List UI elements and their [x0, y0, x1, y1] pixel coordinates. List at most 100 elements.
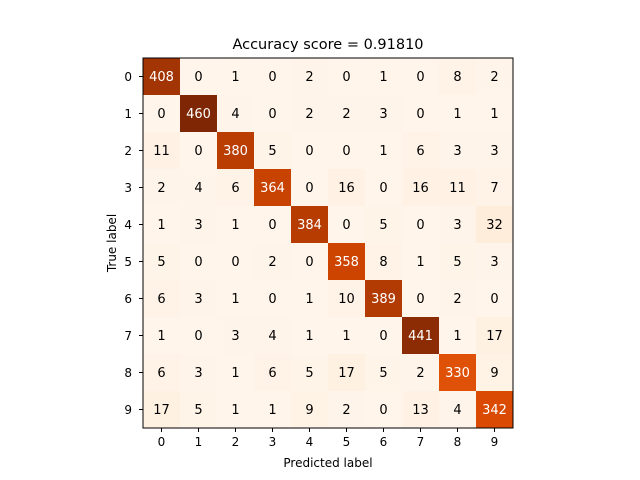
heatmap-cell-2-6: [365, 132, 403, 170]
cell-value-label-4-4: 384: [297, 218, 322, 233]
heatmap-cell-4-0: [143, 206, 181, 244]
y-tick-label-9: 9: [124, 403, 132, 417]
cell-value-label-4-3: 0: [268, 218, 276, 233]
heatmap-cell-7-6: [365, 317, 403, 355]
heatmap-cell-8-1: [180, 354, 218, 392]
cell-value-label-1-9: 1: [490, 107, 498, 122]
cell-value-label-9-9: 342: [482, 403, 507, 418]
cell-value-label-5-8: 5: [453, 255, 461, 270]
cell-value-label-4-1: 3: [194, 218, 202, 233]
heatmap-cell-3-7: [402, 169, 440, 207]
cell-value-label-6-9: 0: [490, 292, 498, 307]
cell-value-label-2-6: 1: [379, 144, 387, 159]
heatmap-cell-0-0: [143, 58, 181, 96]
cell-value-label-2-3: 5: [268, 144, 276, 159]
cell-value-label-8-8: 330: [445, 366, 470, 381]
heatmap-cell-6-8: [439, 280, 477, 318]
heatmap-cell-9-4: [291, 391, 329, 429]
x-tick-label-6: 6: [380, 435, 388, 449]
heatmap-cell-1-9: [476, 95, 514, 133]
heatmap-cell-0-2: [217, 58, 255, 96]
cell-value-label-2-4: 0: [305, 144, 313, 159]
heatmap-cell-5-0: [143, 243, 181, 281]
heatmap-cell-1-5: [328, 95, 366, 133]
heatmap-cell-7-8: [439, 317, 477, 355]
cell-value-label-3-2: 6: [231, 181, 239, 196]
x-tick-label-7: 7: [417, 435, 425, 449]
cell-value-label-1-7: 0: [416, 107, 424, 122]
cell-value-label-7-5: 1: [342, 329, 350, 344]
cell-value-label-1-0: 0: [157, 107, 165, 122]
cell-value-label-9-1: 5: [194, 403, 202, 418]
heatmap-cell-3-2: [217, 169, 255, 207]
heatmap-cell-1-4: [291, 95, 329, 133]
cell-value-label-2-8: 3: [453, 144, 461, 159]
cell-value-label-6-1: 3: [194, 292, 202, 307]
cell-value-label-6-2: 1: [231, 292, 239, 307]
heatmap-cell-8-3: [254, 354, 292, 392]
heatmap-cell-3-6: [365, 169, 403, 207]
heatmap-cell-0-7: [402, 58, 440, 96]
cell-value-label-0-2: 1: [231, 70, 239, 85]
heatmap-cell-6-9: [476, 280, 514, 318]
heatmap-cell-5-7: [402, 243, 440, 281]
cell-value-label-8-7: 2: [416, 366, 424, 381]
cell-value-label-4-5: 0: [342, 218, 350, 233]
cell-value-label-3-6: 0: [379, 181, 387, 196]
heatmap-cell-2-4: [291, 132, 329, 170]
cell-value-label-6-6: 389: [371, 292, 396, 307]
cell-value-label-3-5: 16: [338, 181, 355, 196]
heatmap-cell-1-8: [439, 95, 477, 133]
cell-value-label-5-2: 0: [231, 255, 239, 270]
heatmap-cell-4-1: [180, 206, 218, 244]
cell-value-label-5-5: 358: [334, 255, 359, 270]
y-tick-label-1: 1: [124, 107, 132, 121]
heatmap-cell-3-5: [328, 169, 366, 207]
heatmap-cell-4-8: [439, 206, 477, 244]
heatmap-cell-3-1: [180, 169, 218, 207]
cell-value-label-8-4: 5: [305, 366, 313, 381]
cell-value-label-1-8: 1: [453, 107, 461, 122]
cell-value-label-2-2: 380: [223, 144, 248, 159]
cell-value-label-9-4: 9: [305, 403, 313, 418]
heatmap-cell-8-2: [217, 354, 255, 392]
cell-value-label-1-5: 2: [342, 107, 350, 122]
cell-value-label-4-2: 1: [231, 218, 239, 233]
heatmap-cell-8-9: [476, 354, 514, 392]
cell-value-label-4-8: 3: [453, 218, 461, 233]
cell-value-label-7-0: 1: [157, 329, 165, 344]
y-tick-label-4: 4: [124, 218, 132, 232]
cell-value-label-5-9: 3: [490, 255, 498, 270]
heatmap-cell-9-1: [180, 391, 218, 429]
x-tick-label-1: 1: [195, 435, 203, 449]
heatmap-cell-3-8: [439, 169, 477, 207]
cell-value-label-9-0: 17: [153, 403, 170, 418]
cell-value-label-3-4: 0: [305, 181, 313, 196]
heatmap-cell-4-4: [291, 206, 329, 244]
heatmap-cell-0-5: [328, 58, 366, 96]
heatmap-cell-6-3: [254, 280, 292, 318]
cell-value-label-8-0: 6: [157, 366, 165, 381]
heatmap-cell-2-0: [143, 132, 181, 170]
heatmap-cell-8-7: [402, 354, 440, 392]
heatmap-cell-9-7: [402, 391, 440, 429]
y-tick-label-6: 6: [124, 292, 132, 306]
cell-value-label-9-3: 1: [268, 403, 276, 418]
heatmap-cell-3-3: [254, 169, 292, 207]
heatmap-cell-0-1: [180, 58, 218, 96]
x-tick-label-5: 5: [343, 435, 351, 449]
cell-value-label-9-8: 4: [453, 403, 461, 418]
heatmap-cell-7-1: [180, 317, 218, 355]
heatmap-cell-2-5: [328, 132, 366, 170]
cell-value-label-3-0: 2: [157, 181, 165, 196]
cell-value-label-0-5: 0: [342, 70, 350, 85]
cell-value-label-5-3: 2: [268, 255, 276, 270]
cell-value-label-5-4: 0: [305, 255, 313, 270]
heatmap-cell-1-3: [254, 95, 292, 133]
heatmap-cell-6-7: [402, 280, 440, 318]
cell-value-label-8-3: 6: [268, 366, 276, 381]
cell-value-label-7-7: 441: [408, 329, 433, 344]
heatmap-cell-0-3: [254, 58, 292, 96]
heatmap-cell-6-1: [180, 280, 218, 318]
cell-value-label-6-0: 6: [157, 292, 165, 307]
